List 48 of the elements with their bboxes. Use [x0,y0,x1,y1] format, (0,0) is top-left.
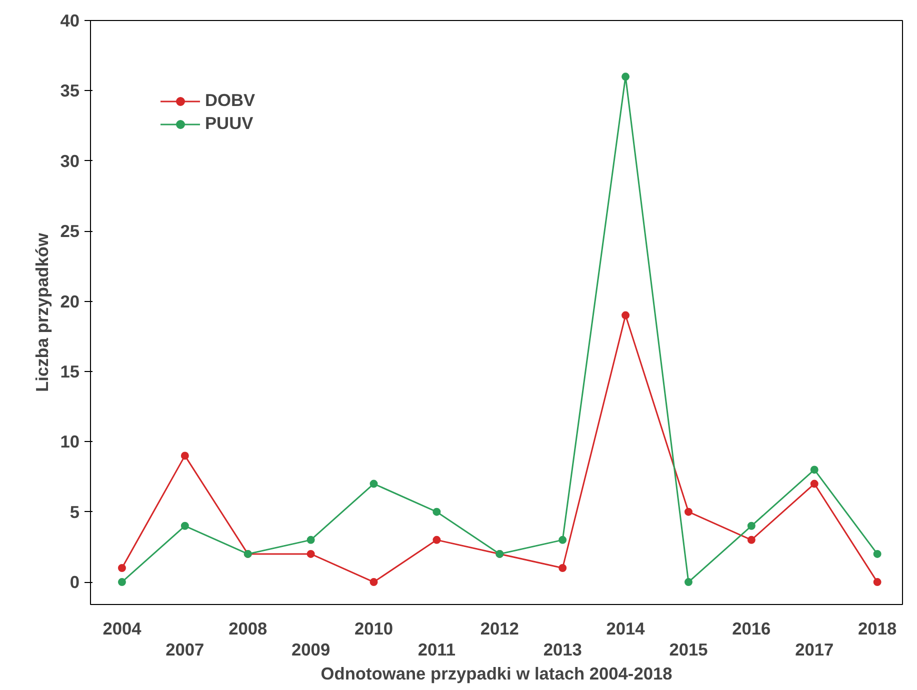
point [306,536,315,544]
point [118,564,126,572]
point [118,578,126,586]
point [432,536,441,544]
x-tick-label: 2018 [858,618,897,638]
y-tick-label: 10 [60,432,80,452]
point [810,480,818,488]
y-tick-label: 35 [60,80,80,101]
x-tick-label: 2007 [166,640,204,660]
point [370,480,378,488]
point [684,508,692,516]
point [432,508,441,516]
x-tick-label: 2015 [669,640,708,660]
point [180,452,189,460]
point [747,522,756,530]
point [684,578,692,586]
x-tick-label: 2016 [732,618,772,638]
y-tick-label: 40 [60,10,80,30]
point [370,578,378,586]
legend-label: DOBV [205,90,256,111]
point [810,466,818,474]
point [306,550,315,558]
point [558,564,567,572]
x-tick-label: 2017 [795,640,834,660]
y-axis-title: Liczba przypadków [32,232,52,392]
y-tick-label: 20 [60,291,80,312]
point [873,578,882,586]
x-tick-label: 2011 [418,640,456,660]
x-tick-label: 2010 [354,618,394,638]
legend-label: PUUV [205,113,254,134]
point [180,522,189,530]
y-tick-label: 25 [60,221,80,242]
point [558,536,567,544]
x-tick-label: 2013 [543,640,582,660]
point [747,536,756,544]
y-tick-label: 30 [60,150,80,171]
y-tick-label: 15 [60,361,80,382]
point [873,550,882,558]
x-tick-label: 2012 [480,618,519,638]
y-tick-label: 5 [70,502,80,522]
x-axis-title: Odnotowane przypadki w latach 2004-2018 [320,664,673,684]
x-tick-label: 2004 [102,618,142,638]
y-tick-label: 0 [70,572,80,592]
point [622,72,630,81]
x-tick-label: 2009 [292,640,330,660]
x-tick-label: 2008 [228,618,268,638]
x-tick-label: 2014 [606,618,646,638]
point [622,311,630,320]
